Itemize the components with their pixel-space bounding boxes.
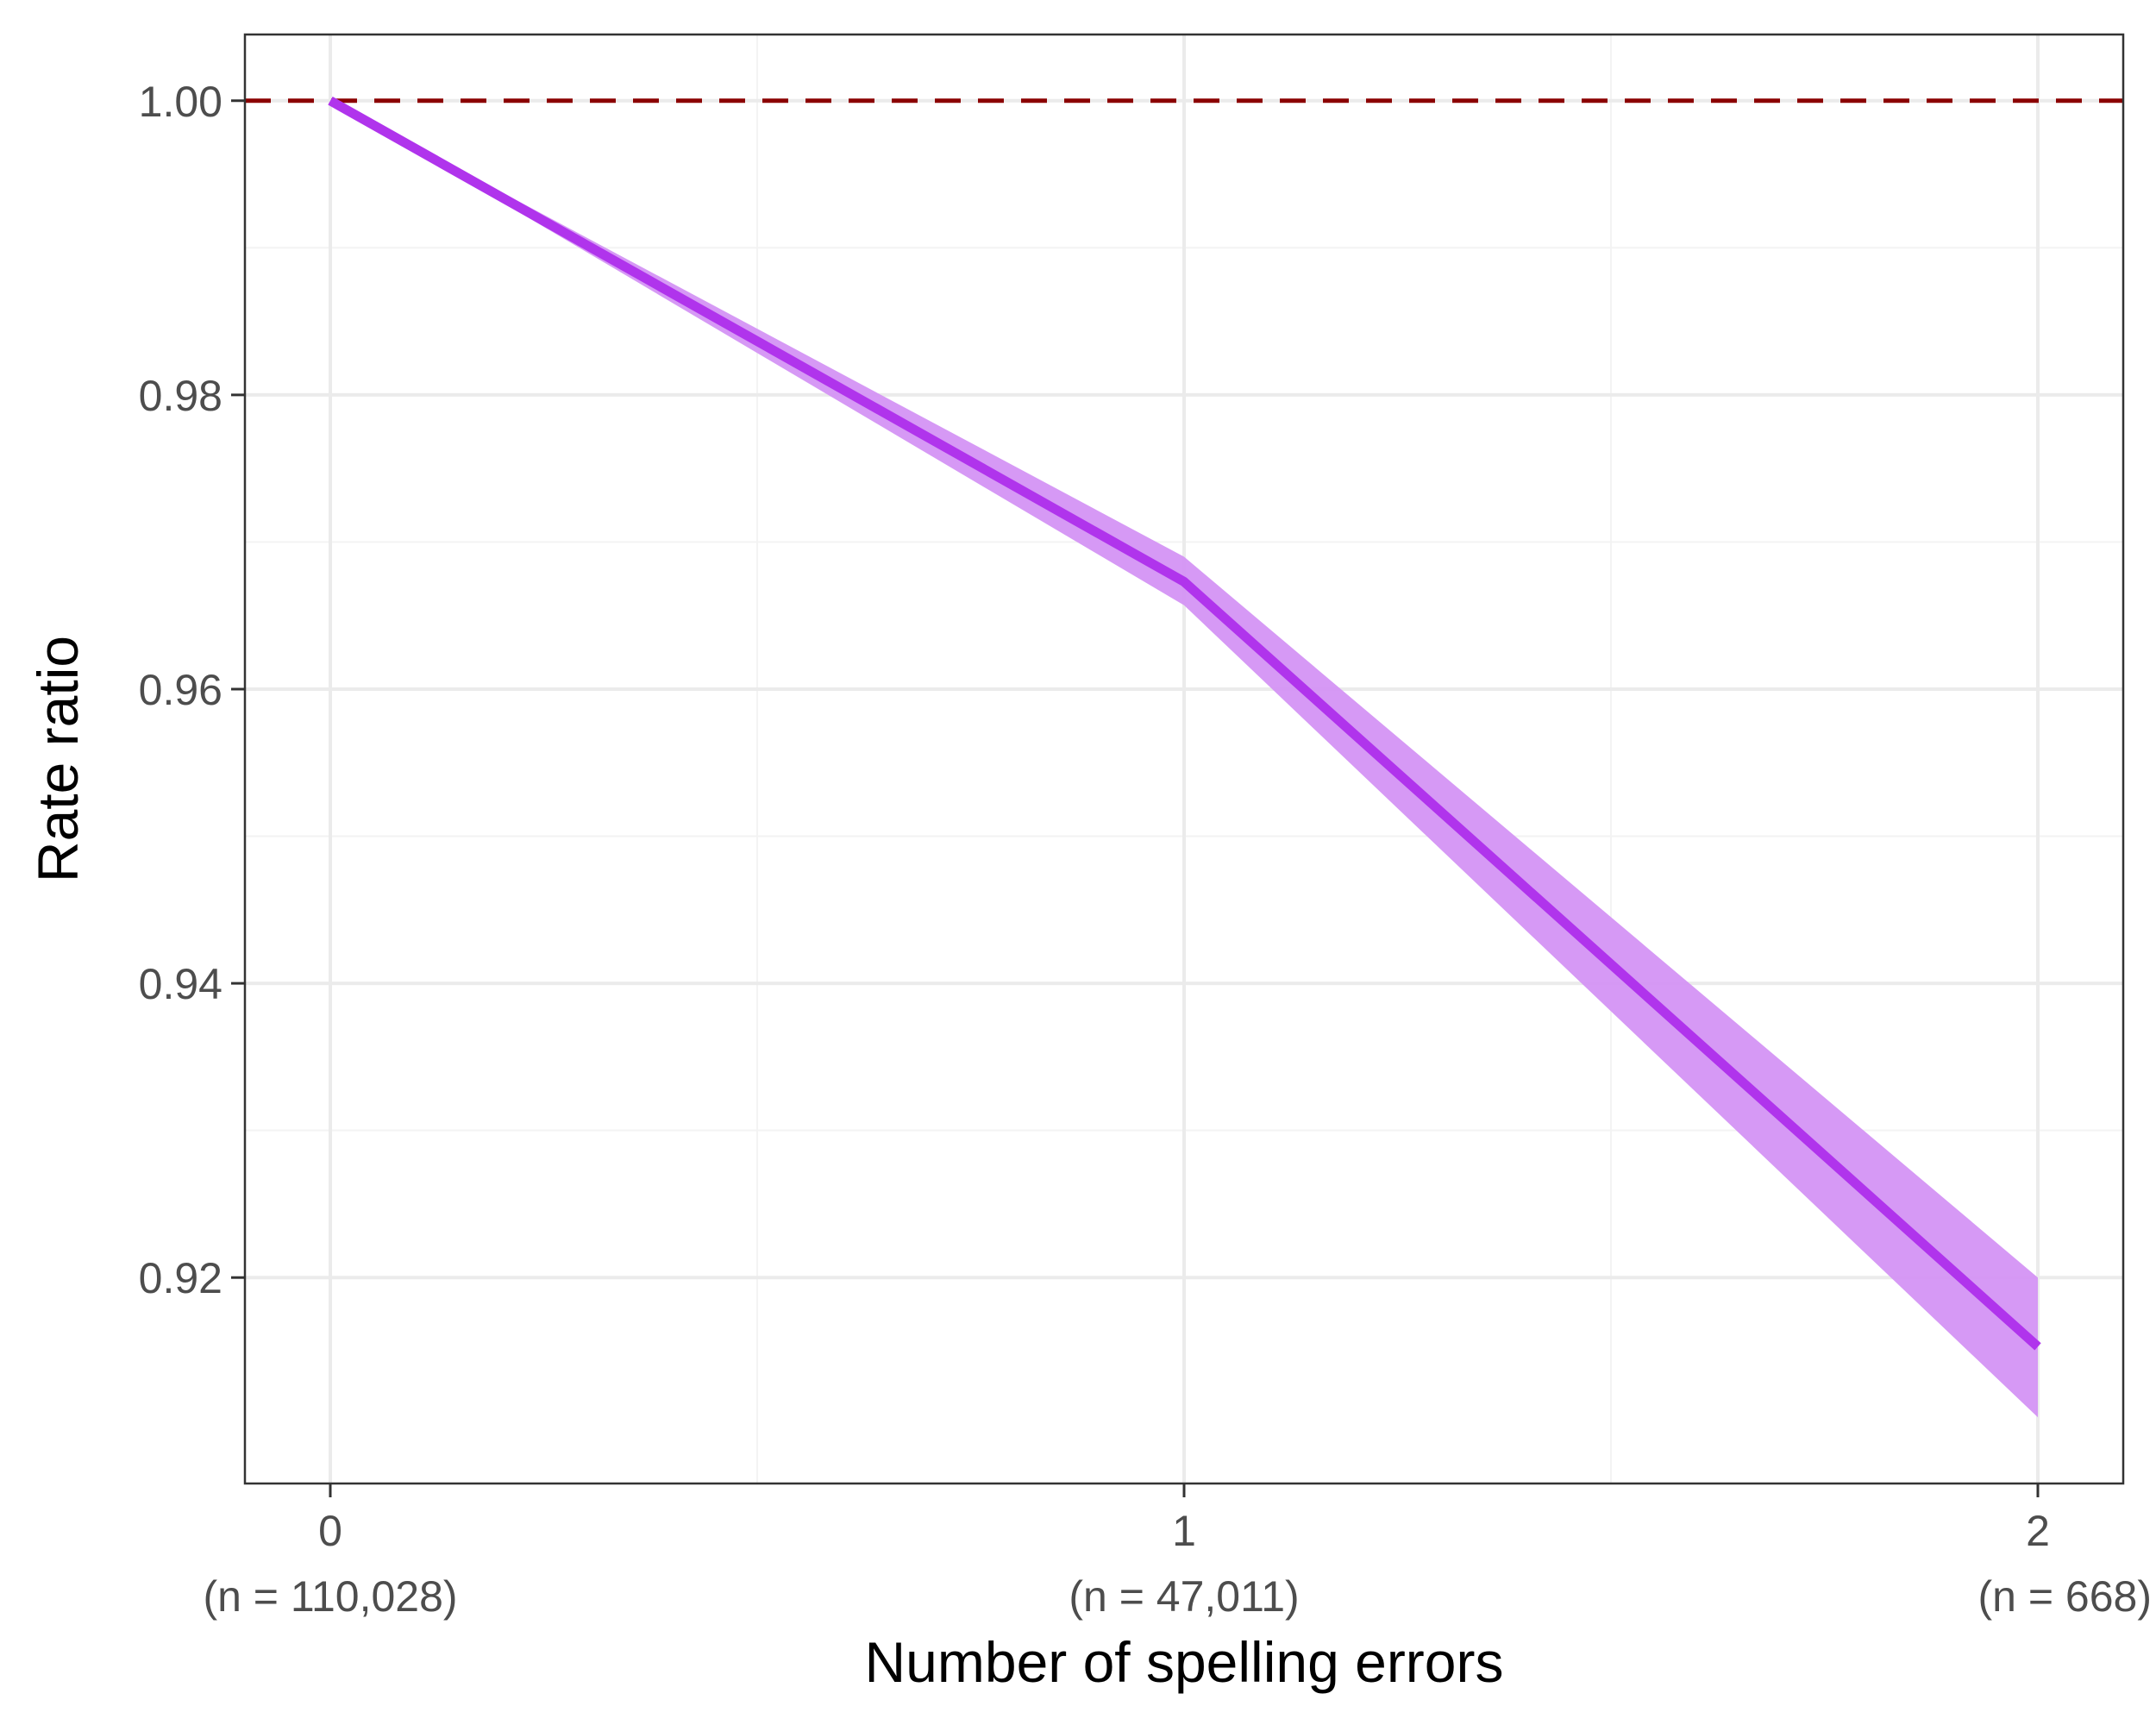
y-tick-label: 0.94 <box>139 960 222 1008</box>
x-tick-label: 2 <box>2026 1507 2050 1555</box>
x-tick-sublabel: (n = 110,028) <box>203 1572 457 1621</box>
axes: 0.92 0.94 0.96 0.98 1.00 0 (n = 110,028) 1 (n = … <box>139 78 2152 1621</box>
x-tick-sublabel: (n = 668) <box>1977 1572 2152 1621</box>
y-tick-label: 1.00 <box>139 78 222 126</box>
series-line-layer <box>328 96 2041 1351</box>
y-tick-label: 0.92 <box>139 1254 222 1302</box>
x-tick-label: 1 <box>1172 1507 1196 1555</box>
x-axis-title: Number of spelling errors <box>865 1630 1504 1694</box>
series-line <box>328 96 2041 1351</box>
y-tick-label: 0.98 <box>139 372 222 420</box>
y-axis-title: Rate ratio <box>26 636 90 882</box>
x-tick-sublabel: (n = 47,011) <box>1069 1572 1299 1621</box>
y-tick-label: 0.96 <box>139 666 222 714</box>
x-tick-label: 0 <box>318 1507 342 1555</box>
